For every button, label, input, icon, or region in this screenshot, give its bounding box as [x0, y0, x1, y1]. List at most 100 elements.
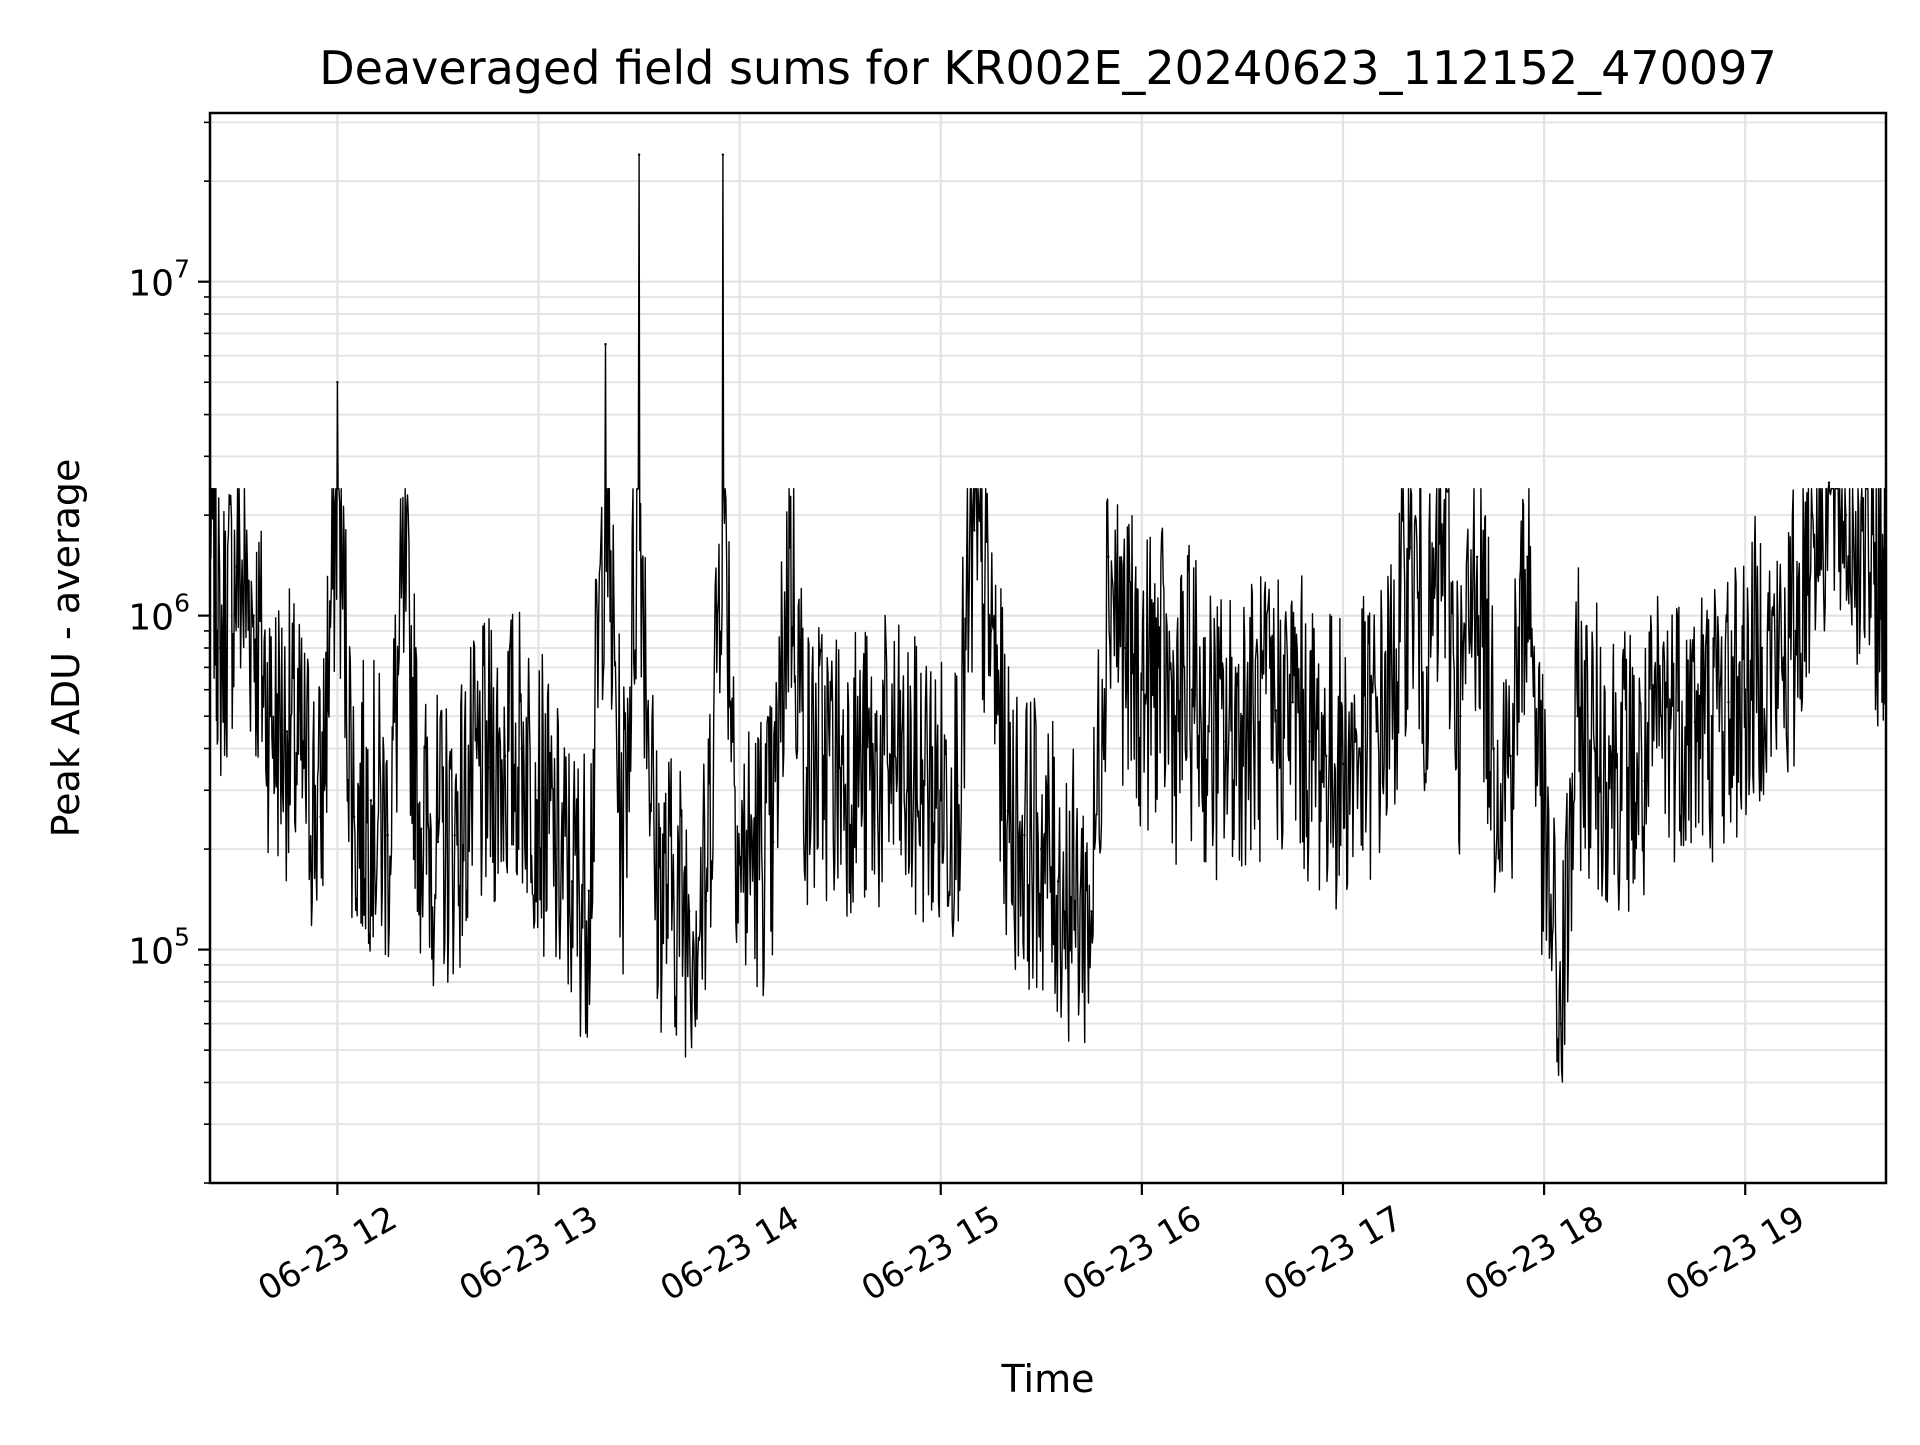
data-point: [1258, 720, 1261, 724]
data-point: [1760, 646, 1764, 650]
data-point: [1626, 766, 1630, 770]
data-point: [1224, 740, 1227, 743]
data-point: [721, 153, 725, 156]
data-point: [1308, 740, 1311, 743]
data-point: [235, 565, 238, 568]
data-point: [1593, 747, 1596, 750]
data-point: [1509, 754, 1512, 758]
data-point: [1526, 555, 1529, 558]
data-point: [1006, 809, 1009, 813]
data-point: [1710, 715, 1713, 718]
data-point: [1190, 688, 1194, 691]
data-point: [855, 762, 859, 765]
data-point: [1040, 847, 1043, 851]
data-point: [1140, 688, 1144, 691]
data-point: [1576, 715, 1579, 718]
data-point: [1341, 762, 1345, 765]
data-point: [1157, 666, 1160, 669]
data-point: [1425, 666, 1429, 669]
series-line: [209, 154, 1887, 1083]
data-point: [839, 766, 842, 770]
data-point: [1861, 529, 1864, 532]
data-point: [1408, 546, 1412, 549]
data-point: [1023, 834, 1026, 837]
data-point: [805, 766, 808, 770]
chart-title: Deaveraged field sums for KR002E_2024062…: [319, 41, 1776, 95]
data-point: [554, 847, 557, 851]
data-point: [537, 789, 540, 792]
data-point: [704, 899, 708, 902]
data-point: [352, 815, 356, 818]
data-point: [654, 880, 657, 883]
data-point: [1609, 754, 1613, 758]
data-point: [671, 889, 674, 892]
data-point: [1811, 513, 1814, 517]
data-point: [1677, 709, 1680, 712]
data-point: [956, 784, 959, 787]
data-point: [1358, 747, 1361, 750]
y-axis-label: Peak ADU - average: [44, 459, 88, 838]
data-point: [788, 546, 792, 549]
data-point: [1727, 701, 1730, 704]
data-point: [587, 889, 590, 892]
data-point: [1660, 715, 1663, 718]
data-point: [922, 779, 926, 783]
data-point: [1090, 910, 1093, 913]
data-point: [420, 827, 423, 830]
data-point: [688, 910, 691, 913]
data-point: [872, 779, 875, 783]
data-point: [939, 799, 942, 802]
data-point: [637, 153, 641, 156]
data-point: [1492, 747, 1496, 750]
data-point: [1827, 481, 1831, 484]
data-point: [889, 754, 892, 758]
data-point: [989, 629, 993, 633]
data-point: [1107, 555, 1110, 558]
data-point: [436, 840, 440, 844]
plot-frame: [208, 111, 1888, 1185]
x-axis-label: Time: [1001, 1357, 1095, 1401]
data-point: [1174, 715, 1177, 718]
data-point: [302, 766, 306, 770]
data-point: [1777, 666, 1780, 669]
data-point: [369, 799, 373, 802]
y-tick-label: 107: [128, 255, 190, 305]
data-point: [487, 766, 490, 770]
data-point: [218, 646, 222, 650]
data-point: [771, 840, 775, 844]
data-point: [1325, 754, 1328, 758]
data-point: [1643, 779, 1646, 783]
data-point: [1744, 688, 1747, 691]
data-point: [570, 880, 574, 883]
data-point: [604, 343, 607, 346]
data-point: [470, 789, 473, 792]
data-point: [1207, 730, 1211, 733]
data-point: [1056, 880, 1060, 883]
data-point: [1794, 629, 1797, 633]
data-point: [1123, 646, 1127, 650]
data-point: [822, 754, 825, 758]
data-point: [973, 529, 976, 532]
data-point: [453, 834, 456, 837]
data-point: [1693, 720, 1697, 724]
data-point: [738, 863, 741, 866]
data-point: [503, 754, 507, 758]
data-point: [1878, 588, 1881, 591]
data-point: [1241, 715, 1244, 718]
data-point: [386, 834, 389, 837]
data-point: [1459, 715, 1462, 718]
data-point: [1559, 1022, 1563, 1025]
data-point: [520, 747, 523, 750]
data-point: [336, 381, 339, 384]
data-point: [1274, 709, 1278, 712]
data-point: [403, 588, 406, 591]
data-point: [1291, 701, 1294, 704]
data-point: [621, 847, 624, 851]
y-tick-label: 105: [128, 923, 190, 973]
data-point: [1375, 730, 1378, 733]
data-point: [252, 614, 255, 617]
data-point: [1844, 513, 1848, 517]
data-point: [906, 789, 909, 792]
